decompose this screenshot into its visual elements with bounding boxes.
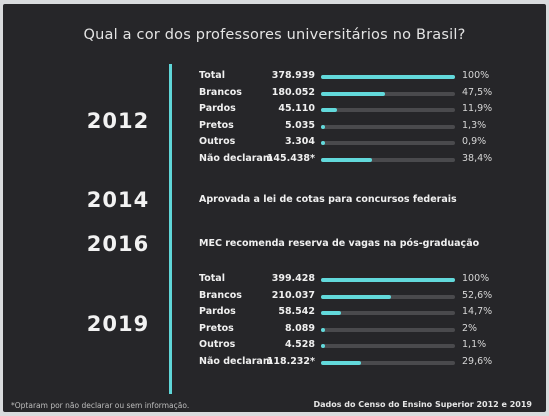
event-2016: MEC recomenda reserva de vagas na pós-gr…: [199, 238, 480, 249]
row-2012-outros-percent: 0,9%: [462, 136, 487, 147]
row-2012-pretos-percent: 1,3%: [462, 119, 487, 131]
row-2012-n-o-declaram-track: [321, 157, 455, 162]
row-2019-outros-percent: 1,1%: [462, 339, 487, 350]
row-2012-pardos-track: [321, 108, 455, 112]
row-2019-n-o-declaram-value: 118.232*: [266, 355, 315, 367]
row-2019-n-o-declaram-bar: [321, 360, 361, 365]
row-2019-pretos-track: [321, 327, 455, 332]
row-2012-pardos-bar: [321, 108, 337, 112]
row-2019-brancos-label: Brancos: [199, 289, 242, 301]
row-2019-pardos-track: [321, 311, 455, 315]
footnote: *Optaram por não declarar ou sem informa…: [11, 401, 190, 410]
row-2019-outros-track: [321, 344, 455, 348]
row-2012-brancos-value: 180.052: [271, 86, 315, 98]
row-2012-outros-track: [321, 141, 455, 145]
row-2012-total-track: [321, 75, 455, 79]
row-2012-pretos-bar: [321, 124, 325, 129]
row-2012-outros-label: Outros: [199, 136, 236, 147]
row-2019-pardos-value: 58.542: [278, 306, 315, 317]
event-2014: Aprovada a lei de cotas para concursos f…: [199, 194, 457, 205]
row-2012-pretos-value: 5.035: [284, 119, 315, 131]
row-2012-brancos-label: Brancos: [199, 86, 242, 98]
row-2019-pardos-bar: [321, 311, 341, 315]
row-2019-n-o-declaram-label: Não declaram: [199, 355, 273, 367]
row-2012-n-o-declaram-label: Não declaram: [199, 152, 273, 164]
row-2012-total-label: Total: [199, 70, 225, 81]
row-2012-total-percent: 100%: [462, 70, 490, 81]
row-2012-pardos-value: 45.110: [278, 103, 315, 114]
row-2019-brancos-percent: 52,6%: [462, 289, 493, 301]
row-2012-pardos-percent: 11,9%: [462, 103, 493, 114]
year-2016-label: 2016: [86, 232, 150, 256]
row-2012-n-o-declaram-bar: [321, 157, 373, 162]
row-2019-brancos-bar: [321, 294, 392, 299]
row-2012-n-o-declaram-value: 145.438*: [266, 152, 315, 164]
infographic: Qual a cor dos professores universitário…: [3, 4, 546, 412]
row-2019-pretos-value: 8.089: [284, 322, 315, 334]
row-2012-total-bar: [321, 75, 455, 79]
row-2012-brancos-bar: [321, 91, 385, 96]
year-2014-label: 2014: [86, 188, 150, 212]
row-2012-outros-value: 3.304: [284, 136, 315, 147]
row-2019-n-o-declaram-track: [321, 360, 455, 365]
source-note: Dados do Censo do Ensino Superior 2012 e…: [313, 400, 532, 409]
row-2019-total-percent: 100%: [462, 273, 490, 284]
row-2012-n-o-declaram-percent: 38,4%: [462, 152, 493, 164]
row-2019-pardos-percent: 14,7%: [462, 306, 493, 317]
row-2019-total-value: 399.428: [271, 273, 315, 284]
row-2019-pretos-percent: 2%: [462, 322, 478, 334]
chart-title: Qual a cor dos professores universitário…: [83, 27, 466, 43]
timeline-line: [169, 64, 172, 394]
row-2019-pretos-label: Pretos: [199, 322, 234, 334]
row-2019-brancos-track: [321, 294, 455, 299]
row-2019-brancos-value: 210.037: [271, 289, 315, 301]
row-2012-pretos-label: Pretos: [199, 119, 234, 131]
row-2019-pardos-label: Pardos: [199, 306, 236, 317]
row-2019-total-track: [321, 278, 455, 282]
row-2012-brancos-percent: 47,5%: [462, 86, 493, 98]
row-2012-pardos-label: Pardos: [199, 103, 236, 114]
row-2019-total-bar: [321, 278, 455, 282]
row-2019-outros-label: Outros: [199, 339, 236, 350]
row-2019-outros-value: 4.528: [284, 339, 315, 350]
row-2019-outros-bar: [321, 344, 325, 348]
row-2012-total-value: 378.939: [271, 70, 315, 81]
row-2019-pretos-bar: [321, 327, 325, 332]
row-2012-outros-bar: [321, 141, 325, 145]
row-2019-n-o-declaram-percent: 29,6%: [462, 355, 493, 367]
row-2012-brancos-track: [321, 91, 455, 96]
year-2012-label: 2012: [86, 109, 150, 133]
row-2019-total-label: Total: [199, 273, 225, 284]
year-2019-label: 2019: [86, 312, 150, 336]
row-2012-pretos-track: [321, 124, 455, 129]
